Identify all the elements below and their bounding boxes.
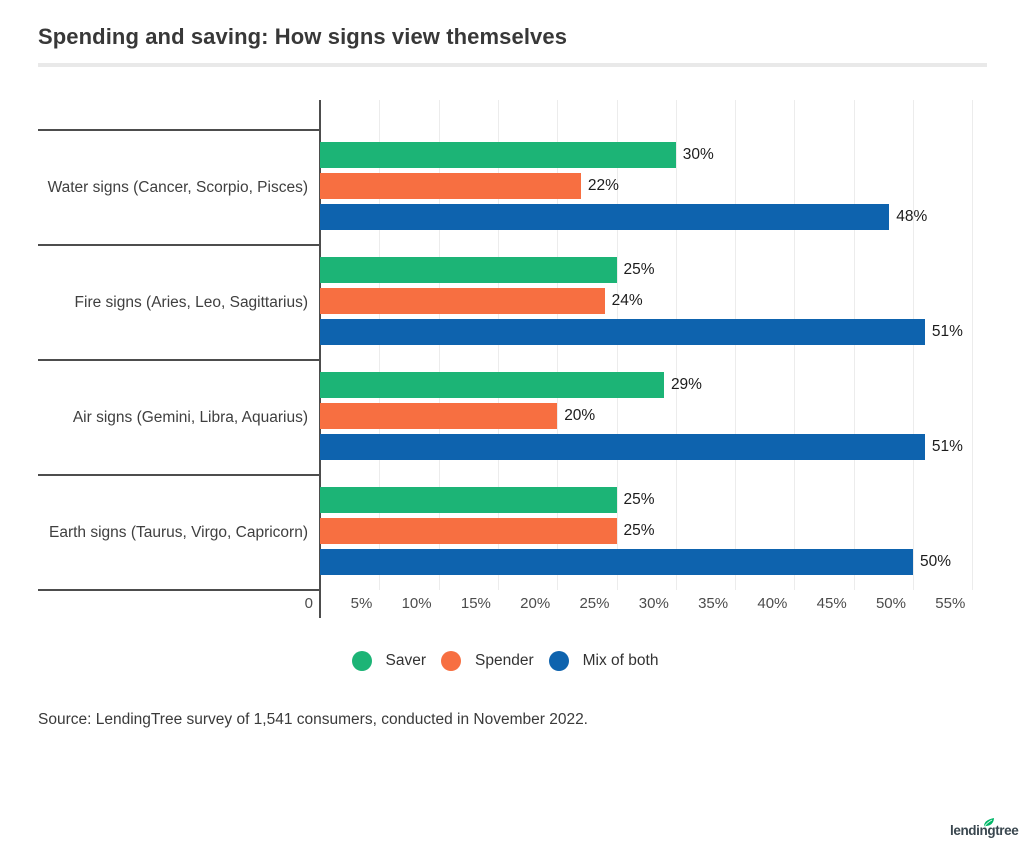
bar bbox=[320, 549, 913, 575]
bar bbox=[320, 487, 617, 513]
gridline bbox=[557, 100, 559, 590]
bar bbox=[320, 434, 925, 460]
bar-value-label: 30% bbox=[682, 146, 714, 163]
x-tick-label: 25% bbox=[579, 595, 610, 612]
gridline bbox=[972, 100, 974, 590]
legend-label: Spender bbox=[475, 652, 534, 669]
group-separator bbox=[38, 359, 320, 361]
legend-item: Saver bbox=[351, 651, 427, 671]
legend-label: Mix of both bbox=[582, 652, 659, 669]
x-tick-label: 40% bbox=[757, 595, 788, 612]
chart-title: Spending and saving: How signs view them… bbox=[38, 24, 568, 49]
group-separator bbox=[38, 474, 320, 476]
category-label: Water signs (Cancer, Scorpio, Pisces) bbox=[47, 178, 308, 196]
legend-swatch-icon bbox=[441, 651, 462, 671]
x-tick-label: 5% bbox=[350, 595, 373, 612]
gridline bbox=[379, 100, 381, 590]
bar bbox=[320, 403, 558, 429]
group-separator bbox=[38, 129, 320, 131]
x-tick-label: 10% bbox=[401, 595, 432, 612]
x-tick-label: 15% bbox=[460, 595, 491, 612]
logo-text: lendingtree bbox=[950, 823, 1019, 838]
bar bbox=[320, 288, 605, 314]
bar-value-label: 29% bbox=[670, 376, 702, 393]
legend-item: Spender bbox=[441, 651, 534, 671]
bar-value-label: 20% bbox=[564, 407, 596, 424]
bar-value-label: 22% bbox=[587, 177, 619, 194]
lendingtree-logo: lendingtree bbox=[950, 818, 1019, 844]
leaf-icon bbox=[983, 818, 994, 828]
bar-value-label: 51% bbox=[931, 438, 963, 455]
gridline bbox=[735, 100, 737, 590]
bar bbox=[320, 173, 581, 199]
x-tick-label: 50% bbox=[875, 595, 906, 612]
bar bbox=[320, 518, 617, 544]
gridline bbox=[438, 100, 440, 590]
bar bbox=[320, 372, 664, 398]
bar-value-label: 24% bbox=[611, 292, 643, 309]
group-separator bbox=[38, 244, 320, 246]
gridline bbox=[616, 100, 618, 590]
x-tick-label: 20% bbox=[520, 595, 551, 612]
bar bbox=[320, 319, 925, 345]
gridline bbox=[675, 100, 677, 590]
bar-value-label: 51% bbox=[931, 323, 963, 340]
bar bbox=[320, 142, 676, 168]
source-note: Source: LendingTree survey of 1,541 cons… bbox=[38, 711, 588, 728]
x-tick-label: 30% bbox=[638, 595, 669, 612]
bar-value-label: 25% bbox=[623, 522, 655, 539]
x-tick-label: 55% bbox=[935, 595, 966, 612]
gridline bbox=[794, 100, 796, 590]
bar-value-label: 25% bbox=[623, 261, 655, 278]
gridline bbox=[913, 100, 914, 590]
x-tick-label: 35% bbox=[698, 595, 729, 612]
gridline bbox=[853, 100, 855, 590]
title-divider bbox=[38, 63, 987, 67]
bar bbox=[320, 204, 890, 230]
y-axis-line bbox=[319, 100, 321, 618]
legend-swatch-icon bbox=[351, 651, 372, 671]
legend-item: Mix of both bbox=[548, 651, 659, 671]
legend-swatch-icon bbox=[548, 651, 569, 671]
bar-value-label: 48% bbox=[896, 208, 928, 225]
group-separator bbox=[38, 589, 320, 591]
bar-value-label: 25% bbox=[623, 491, 655, 508]
chart-legend: Saver Spender Mix of both bbox=[0, 644, 1010, 678]
legend-label: Saver bbox=[385, 652, 427, 669]
category-label: Earth signs (Taurus, Virgo, Capricorn) bbox=[48, 523, 308, 541]
x-tick-label: 45% bbox=[816, 595, 847, 612]
bar bbox=[320, 257, 617, 283]
category-label: Fire signs (Aries, Leo, Sagittarius) bbox=[74, 293, 308, 311]
category-label: Air signs (Gemini, Libra, Aquarius) bbox=[72, 408, 308, 426]
bar-value-label: 50% bbox=[920, 553, 952, 570]
gridline bbox=[497, 100, 499, 590]
x-tick-label: 0 bbox=[304, 595, 313, 612]
